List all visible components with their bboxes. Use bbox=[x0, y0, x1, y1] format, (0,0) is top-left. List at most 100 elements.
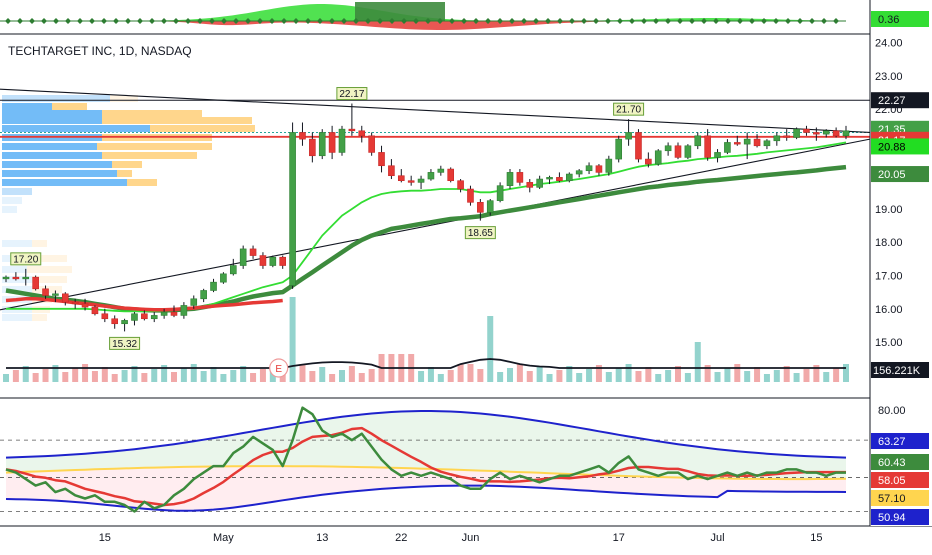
volume-bar bbox=[299, 364, 306, 382]
candle-body bbox=[32, 276, 39, 290]
candle-body bbox=[516, 172, 524, 183]
volume-bar bbox=[22, 366, 29, 382]
candle-body bbox=[91, 306, 99, 315]
profile-bar-left bbox=[2, 188, 32, 195]
profile-bar-right bbox=[97, 143, 212, 150]
profile-bar-left bbox=[2, 125, 150, 132]
candle-body bbox=[605, 158, 613, 173]
price-tick-label: 24.00 bbox=[875, 38, 903, 50]
volume-bar bbox=[200, 371, 207, 382]
volume-bar bbox=[141, 373, 148, 382]
price-tick-label: 15.00 bbox=[875, 337, 903, 349]
osc-label-bg bbox=[871, 490, 929, 506]
candle-body bbox=[220, 273, 227, 283]
candle-body bbox=[378, 152, 385, 167]
time-axis: 15 May 13 22 Jun 17 Jul 15 bbox=[99, 532, 823, 544]
candle-body bbox=[111, 318, 119, 325]
profile-bar-left bbox=[2, 170, 117, 177]
profile-bar-left bbox=[2, 286, 32, 293]
oscillator-upper-band bbox=[5, 410, 847, 459]
ma-red-line bbox=[5, 297, 283, 312]
volume-label-text: 156.221K bbox=[873, 365, 921, 377]
candle-body bbox=[457, 180, 464, 190]
volume-bar bbox=[763, 374, 770, 382]
osc-label-text: 63.27 bbox=[878, 436, 906, 448]
volume-bar bbox=[32, 373, 39, 382]
candle-body bbox=[832, 130, 840, 137]
candle-body bbox=[447, 168, 455, 182]
time-tick-label: 17 bbox=[613, 532, 625, 544]
candle-body bbox=[131, 313, 138, 321]
candle-body bbox=[733, 142, 741, 145]
profile-bar-left bbox=[2, 110, 102, 117]
profile-bar-right bbox=[117, 170, 132, 177]
osc-label-text: 80.00 bbox=[878, 405, 906, 417]
oscillator-panel bbox=[0, 397, 932, 527]
osc-label-text: 60.43 bbox=[878, 457, 906, 469]
top-indicator-label-text: 0.36 bbox=[878, 14, 899, 26]
profile-bar-right bbox=[102, 152, 197, 159]
candle-body bbox=[368, 135, 375, 153]
profile-bar-right bbox=[127, 179, 157, 186]
candle-body bbox=[773, 135, 781, 142]
volume-bar bbox=[714, 372, 721, 382]
candle-body bbox=[190, 298, 198, 306]
candle-body bbox=[289, 132, 296, 286]
candle-body bbox=[239, 248, 247, 266]
volume-bar bbox=[576, 373, 583, 382]
volume-bar bbox=[72, 368, 79, 382]
candle-body bbox=[229, 265, 237, 275]
volume-bar bbox=[62, 372, 69, 382]
annotation-label: 21.70 bbox=[616, 105, 641, 116]
volume-bar bbox=[101, 367, 108, 382]
candle-body bbox=[358, 130, 366, 137]
profile-bar-left bbox=[2, 117, 102, 124]
volume-bar bbox=[823, 372, 830, 382]
candle-body bbox=[684, 145, 692, 158]
profile-bar-left bbox=[2, 95, 110, 102]
candle-body bbox=[42, 288, 49, 296]
volume-bar bbox=[52, 365, 59, 382]
osc-label-bg bbox=[871, 472, 929, 488]
profile-bar-right bbox=[52, 103, 87, 110]
price-tick-label: 18.00 bbox=[875, 237, 903, 249]
profile-bar-right bbox=[150, 125, 255, 132]
volume-bar bbox=[665, 370, 672, 382]
annotation-box bbox=[109, 336, 141, 350]
osc-label-bg bbox=[871, 509, 929, 525]
candle-body bbox=[2, 276, 10, 280]
time-tick-label: 13 bbox=[316, 532, 328, 544]
candle-body bbox=[141, 313, 148, 320]
osc-label-bg bbox=[871, 454, 929, 470]
profile-bar-left bbox=[2, 240, 32, 247]
volume-profile bbox=[2, 95, 255, 321]
candle-body bbox=[654, 150, 662, 165]
candle-body bbox=[397, 175, 405, 182]
volume-bar bbox=[230, 370, 237, 382]
candle-body bbox=[783, 135, 791, 138]
profile-bar-right bbox=[110, 95, 138, 102]
oscillator-lower-band bbox=[5, 484, 847, 512]
candles bbox=[2, 103, 850, 332]
ma-slow-line bbox=[5, 164, 847, 313]
volume-bar bbox=[655, 374, 662, 382]
profile-bar-right bbox=[32, 314, 47, 321]
volume-bar bbox=[111, 374, 118, 382]
volume-bar bbox=[368, 369, 375, 382]
volume-bar bbox=[783, 366, 790, 382]
candle-body bbox=[664, 145, 672, 152]
volume-bar bbox=[339, 370, 345, 382]
candle-body bbox=[101, 313, 109, 320]
profile-bar-left bbox=[2, 152, 102, 159]
top-indicator-panel bbox=[0, 0, 932, 35]
candle-body bbox=[348, 128, 356, 132]
trend-lines bbox=[0, 88, 871, 311]
candle-body bbox=[81, 303, 89, 308]
price-label-text: 22.27 bbox=[878, 95, 906, 107]
ma-fast-line bbox=[6, 141, 847, 313]
volume-bar bbox=[151, 369, 158, 382]
candle-body bbox=[210, 281, 217, 291]
candle-body bbox=[427, 172, 435, 180]
annotation-label: 18.65 bbox=[468, 228, 493, 239]
